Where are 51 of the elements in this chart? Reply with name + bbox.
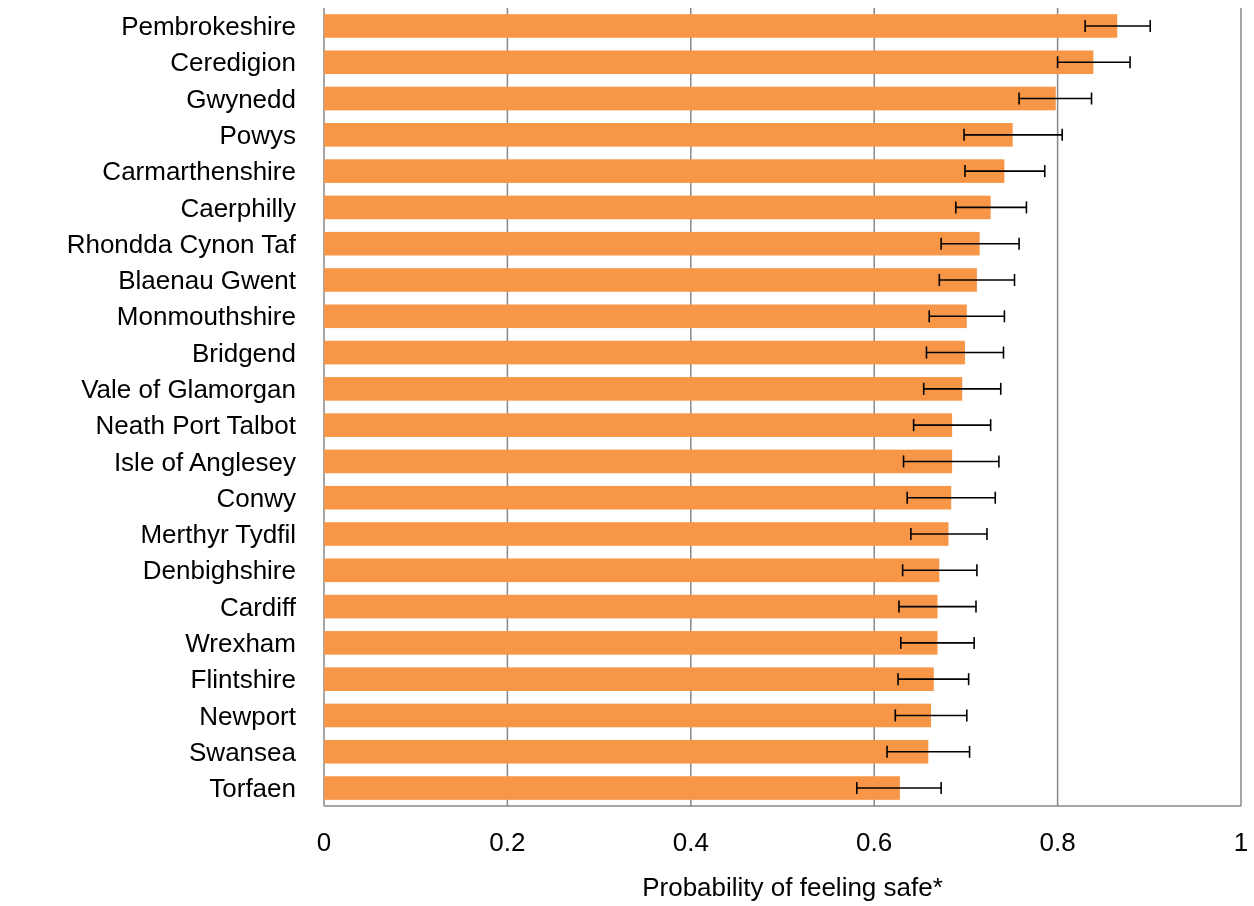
bar: [324, 340, 965, 365]
y-tick-label: Carmarthenshire: [102, 156, 296, 187]
bar: [324, 14, 1118, 38]
x-tick-label: 1: [1233, 827, 1249, 857]
bar: [324, 268, 977, 292]
bar: [324, 231, 980, 256]
y-tick-label: Merthyr Tydfil: [140, 519, 296, 550]
y-tick-label: Torfaen: [209, 773, 296, 804]
y-tick-label: Swansea: [189, 736, 297, 767]
bar: [324, 485, 952, 510]
bar: [324, 50, 1094, 75]
y-tick-label: Powys: [219, 119, 296, 150]
y-tick-label: Blaenau Gwent: [118, 265, 297, 296]
bar: [324, 86, 1056, 111]
bar: [324, 413, 953, 437]
y-tick-label: Caerphilly: [180, 192, 296, 223]
bar: [324, 594, 938, 619]
y-tick-label: Newport: [199, 700, 297, 731]
bar: [324, 377, 963, 401]
bar: [324, 776, 900, 800]
bar: [324, 195, 991, 220]
x-tick-label: 0: [316, 827, 332, 857]
y-tick-label: Flintshire: [190, 664, 296, 695]
bar: [324, 739, 929, 764]
y-tick-label: Cardiff: [219, 591, 297, 622]
y-tick-label: Pembrokeshire: [121, 11, 296, 42]
x-axis-title: Probability of feeling safe*: [642, 872, 943, 902]
x-tick-label: 0.8: [1039, 827, 1076, 857]
bar: [324, 558, 940, 583]
bar: [324, 304, 967, 329]
bar: [324, 667, 934, 691]
x-tick-label: 0.2: [489, 827, 526, 857]
y-tick-label: Ceredigion: [170, 47, 296, 78]
x-tick-label: 0.6: [856, 827, 893, 857]
bar: [324, 449, 953, 474]
bar: [324, 159, 1005, 183]
y-tick-label: Conwy: [216, 482, 296, 513]
y-tick-label: Neath Port Talbot: [95, 410, 297, 441]
bar: [324, 123, 1013, 147]
y-tick-label: Monmouthshire: [116, 301, 296, 332]
x-tick-label: 0.4: [672, 827, 709, 857]
y-tick-label: Wrexham: [185, 627, 296, 658]
y-tick-label: Rhondda Cynon Taf: [66, 228, 297, 259]
bar: [324, 703, 932, 728]
y-tick-label: Denbighshire: [142, 555, 296, 586]
y-tick-label: Gwynedd: [186, 83, 296, 114]
y-tick-label: Bridgend: [191, 337, 296, 368]
bar: [324, 631, 938, 655]
y-tick-label: Isle of Anglesey: [113, 446, 296, 477]
y-tick-label: Vale of Glamorgan: [81, 373, 296, 404]
bar: [324, 522, 949, 546]
